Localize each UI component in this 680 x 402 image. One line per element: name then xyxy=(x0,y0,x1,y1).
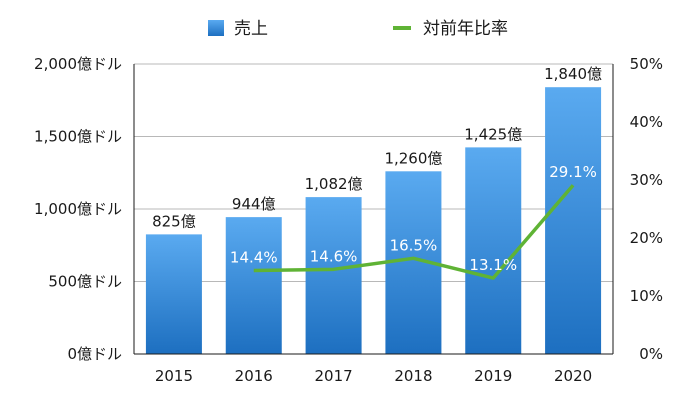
bar-2020 xyxy=(545,87,602,354)
bar-value-label-2016: 944億 xyxy=(232,195,276,213)
growth-value-label-2016: 14.4% xyxy=(230,248,278,266)
x-tick-label-2017: 2017 xyxy=(314,367,352,385)
gridlines xyxy=(134,63,613,355)
y-right-tick-label: 30% xyxy=(630,171,663,189)
y-left-tick-label: 1,500億ドル xyxy=(34,128,122,146)
bar-value-label-2020: 1,840億 xyxy=(544,65,602,83)
bar-2019 xyxy=(465,147,522,354)
growth-value-label-2018: 16.5% xyxy=(390,236,438,254)
x-tick-label-2015: 2015 xyxy=(155,367,193,385)
legend-bar-label: 売上 xyxy=(234,19,268,39)
y-right-tick-label: 10% xyxy=(630,287,663,305)
bar-value-labels: 825億 944億 1,082億 1,260億 1,425億 1,840億 xyxy=(152,65,602,230)
legend-line-label: 対前年比率 xyxy=(423,19,508,39)
bar-value-label-2017: 1,082億 xyxy=(305,175,363,193)
bar-value-label-2018: 1,260億 xyxy=(384,149,442,167)
plot-frame xyxy=(133,64,614,355)
y-axis-right-ticks: 0% 10% 20% 30% 40% 50% xyxy=(630,55,663,363)
legend: 売上 対前年比率 xyxy=(208,19,508,39)
growth-value-label-2020: 29.1% xyxy=(549,163,597,181)
bar-2016 xyxy=(225,217,282,354)
y-left-tick-label: 1,000億ドル xyxy=(34,200,122,218)
y-right-tick-label: 50% xyxy=(630,55,663,73)
bar-value-label-2015: 825億 xyxy=(152,212,196,230)
x-tick-label-2016: 2016 xyxy=(235,367,273,385)
x-axis-ticks: 2015 2016 2017 2018 2019 2020 xyxy=(155,367,592,385)
y-right-tick-label: 40% xyxy=(630,113,663,131)
growth-value-label-2017: 14.6% xyxy=(310,247,358,265)
growth-value-labels: 14.4% 14.6% 16.5% 13.1% 29.1% xyxy=(230,163,597,274)
y-axis-left-ticks: 0億ドル 500億ドル 1,000億ドル 1,500億ドル 2,000億ドル xyxy=(34,55,122,363)
bar-2015 xyxy=(145,234,202,354)
bar-series xyxy=(145,87,602,354)
y-left-tick-label: 500億ドル xyxy=(48,273,122,291)
y-left-tick-label: 2,000億ドル xyxy=(34,55,122,73)
x-tick-label-2018: 2018 xyxy=(394,367,432,385)
legend-bar-swatch xyxy=(208,20,224,36)
growth-value-label-2019: 13.1% xyxy=(469,256,517,274)
x-tick-label-2020: 2020 xyxy=(554,367,592,385)
y-right-tick-label: 20% xyxy=(630,229,663,247)
growth-line-series xyxy=(253,184,575,280)
x-tick-label-2019: 2019 xyxy=(474,367,512,385)
bar-value-label-2019: 1,425億 xyxy=(464,125,522,143)
bar-2017 xyxy=(305,197,362,354)
y-left-tick-label: 0億ドル xyxy=(67,345,122,363)
y-right-tick-label: 0% xyxy=(639,345,663,363)
